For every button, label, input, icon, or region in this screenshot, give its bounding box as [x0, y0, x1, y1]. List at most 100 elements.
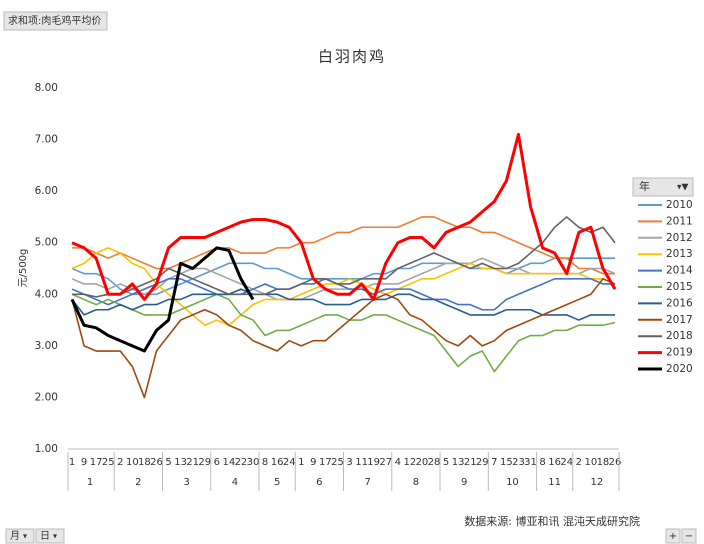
- series-line: [70, 246, 255, 353]
- legend-label: 2012: [666, 232, 693, 244]
- x-group-label: 3: [183, 477, 189, 488]
- x-tick-label: 9: [310, 457, 316, 468]
- source-note: 数据来源: 博亚和讯 混沌天成研究院: [464, 514, 640, 528]
- x-tick-label: 11: [355, 457, 368, 468]
- x-tick-label: 30: [247, 457, 260, 468]
- x-tick-label: 25: [102, 457, 115, 468]
- x-tick-label: 12: [403, 457, 416, 468]
- y-tick-label: 3.00: [35, 340, 58, 352]
- x-tick-label: 18: [597, 457, 610, 468]
- x-tick-label: 16: [548, 457, 561, 468]
- x-group-label: 8: [413, 477, 419, 488]
- x-tick-label: 7: [491, 457, 497, 468]
- x-tick-label: 8: [262, 457, 268, 468]
- series-line: [72, 216, 616, 298]
- legend-label: 2020: [666, 363, 693, 375]
- dropdown-icon: ▾: [53, 532, 57, 541]
- x-tick-label: 20: [416, 457, 429, 468]
- x-tick-label: 3: [346, 457, 352, 468]
- zoom-label: −: [685, 531, 693, 542]
- legend-label: 2019: [666, 347, 693, 359]
- series-line: [72, 216, 615, 275]
- x-tick-label: 29: [198, 457, 211, 468]
- x-tick-label: 15: [500, 457, 513, 468]
- y-tick-label: 7.00: [35, 134, 58, 146]
- x-tick-label: 14: [222, 457, 235, 468]
- x-group-label: 10: [506, 477, 519, 488]
- filter-icon[interactable]: ▾▼: [677, 183, 689, 193]
- legend-label: 2011: [666, 215, 693, 227]
- series-line: [71, 132, 617, 301]
- legend-label: 2015: [666, 281, 693, 293]
- y-tick-label: 6.00: [35, 185, 58, 197]
- x-tick-label: 29: [476, 457, 489, 468]
- zoom-button[interactable]: [681, 528, 697, 544]
- x-tick-label: 18: [138, 457, 151, 468]
- x-tick-label: 2: [576, 457, 582, 468]
- y-tick-label: 5.00: [35, 237, 58, 249]
- y-axis-label: 元/500g: [18, 249, 29, 288]
- x-tick-label: 10: [126, 457, 139, 468]
- row-field-button[interactable]: [35, 528, 65, 544]
- x-group-label: 7: [364, 477, 370, 488]
- x-tick-label: 5: [443, 457, 449, 468]
- dropdown-icon: ▾: [23, 532, 27, 541]
- y-tick-label: 4.00: [35, 288, 58, 300]
- series-line: [71, 257, 616, 301]
- x-tick-label: 26: [150, 457, 163, 468]
- row-field-label: 月: [10, 530, 20, 542]
- x-tick-label: 24: [283, 457, 296, 468]
- x-group-label: 4: [232, 477, 238, 488]
- x-tick-label: 21: [464, 457, 477, 468]
- x-tick-label: 23: [512, 457, 525, 468]
- x-tick-label: 8: [539, 457, 545, 468]
- series-line: [71, 278, 615, 311]
- x-group-label: 6: [316, 477, 322, 488]
- x-group-label: 5: [274, 477, 280, 488]
- x-group-label: 12: [591, 477, 604, 488]
- x-group-label: 1: [87, 477, 93, 488]
- x-tick-label: 13: [174, 457, 187, 468]
- zoom-button[interactable]: [665, 528, 681, 544]
- x-tick-label: 17: [90, 457, 103, 468]
- x-tick-label: 25: [331, 457, 344, 468]
- x-tick-label: 4: [395, 457, 401, 468]
- x-tick-label: 19: [367, 457, 380, 468]
- series-line: [71, 257, 615, 296]
- series-line: [71, 293, 616, 373]
- legend-label: 2016: [666, 297, 693, 309]
- legend-label: 2017: [666, 314, 693, 326]
- x-tick-label: 2: [117, 457, 123, 468]
- x-tick-label: 1: [69, 457, 75, 468]
- chart-title: 白羽肉鸡: [318, 48, 386, 66]
- row-field-label: 日: [40, 531, 50, 542]
- legend-field-label: 年: [639, 179, 650, 193]
- x-tick-label: 21: [186, 457, 199, 468]
- legend-label: 2010: [666, 199, 693, 211]
- x-tick-label: 24: [560, 457, 573, 468]
- x-tick-label: 6: [214, 457, 220, 468]
- x-group-label: 11: [548, 477, 561, 488]
- y-tick-label: 2.00: [35, 391, 58, 403]
- y-tick-label: 1.00: [35, 443, 58, 455]
- x-tick-label: 17: [319, 457, 332, 468]
- y-tick-label: 8.00: [35, 82, 58, 94]
- x-tick-label: 5: [165, 457, 171, 468]
- series-line: [71, 288, 615, 321]
- row-field-button[interactable]: [5, 528, 35, 544]
- x-tick-label: 10: [584, 457, 597, 468]
- x-tick-label: 27: [379, 457, 392, 468]
- legend-label: 2018: [666, 330, 693, 342]
- x-tick-label: 22: [235, 457, 248, 468]
- x-tick-label: 13: [452, 457, 465, 468]
- series-line: [71, 278, 616, 399]
- legend-label: 2013: [666, 248, 693, 260]
- x-tick-label: 28: [428, 457, 441, 468]
- x-tick-label: 26: [609, 457, 622, 468]
- x-group-label: 2: [135, 477, 141, 488]
- legend-field-button[interactable]: [632, 177, 694, 197]
- x-tick-label: 16: [271, 457, 284, 468]
- pivot-field-button[interactable]: [3, 11, 108, 31]
